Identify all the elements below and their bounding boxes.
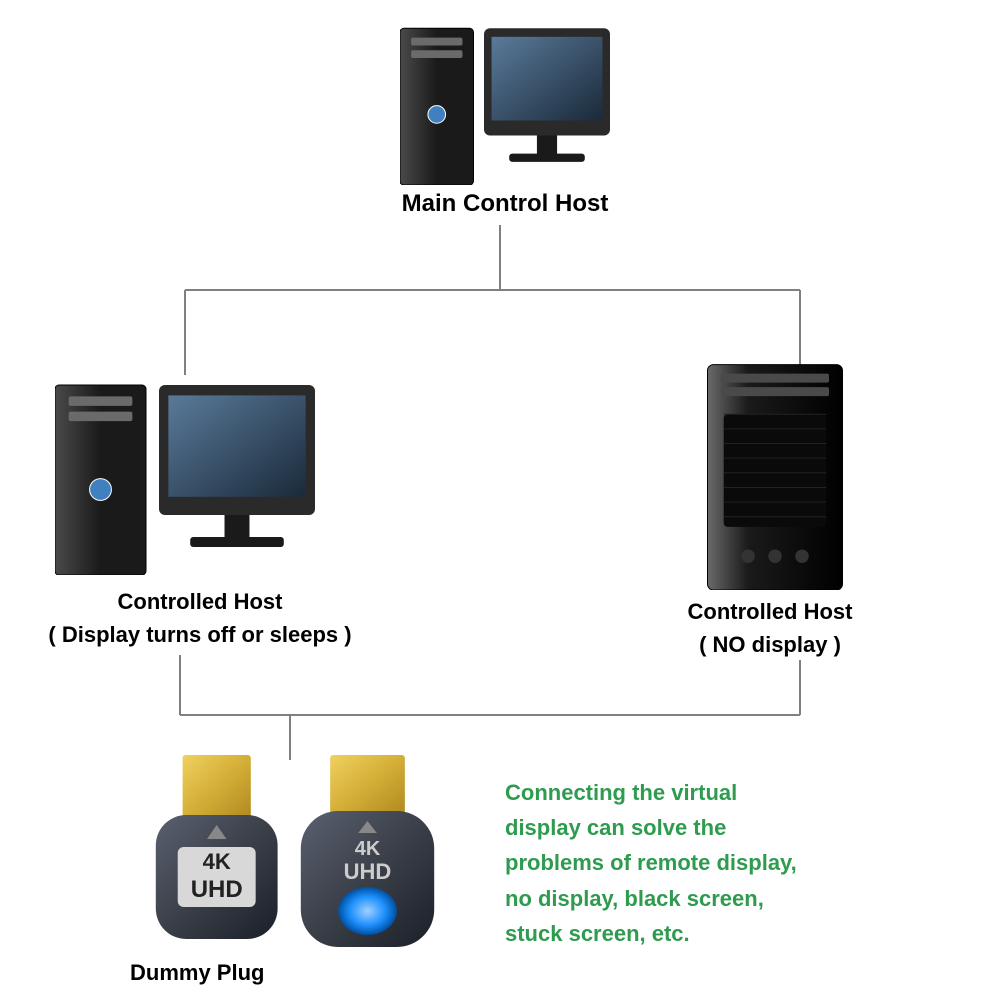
dummy-plug-label: Dummy Plug <box>130 960 330 986</box>
right-host-label-line1: Controlled Host <box>688 599 853 624</box>
right-host-icon <box>700 360 850 595</box>
diagram-canvas: Main Control Host Controlled Host ( Disp… <box>0 0 1000 1000</box>
svg-text:UHD: UHD <box>191 876 243 903</box>
left-host-label-line1: Controlled Host <box>118 589 283 614</box>
svg-text:UHD: UHD <box>344 859 392 884</box>
main-host-label: Main Control Host <box>370 190 640 218</box>
dummy-plug-icon: 4KUHD4KUHD <box>150 755 440 960</box>
svg-text:4K: 4K <box>203 849 231 874</box>
main-host-icon <box>400 20 610 190</box>
left-host-label: Controlled Host ( Display turns off or s… <box>10 585 390 651</box>
left-host-icon <box>55 375 315 580</box>
right-host-label: Controlled Host ( NO display ) <box>635 595 905 661</box>
left-host-label-line2: ( Display turns off or sleeps ) <box>48 622 351 647</box>
description-text: Connecting the virtualdisplay can solve … <box>505 775 985 951</box>
right-host-label-line2: ( NO display ) <box>699 632 841 657</box>
svg-text:4K: 4K <box>355 838 381 860</box>
